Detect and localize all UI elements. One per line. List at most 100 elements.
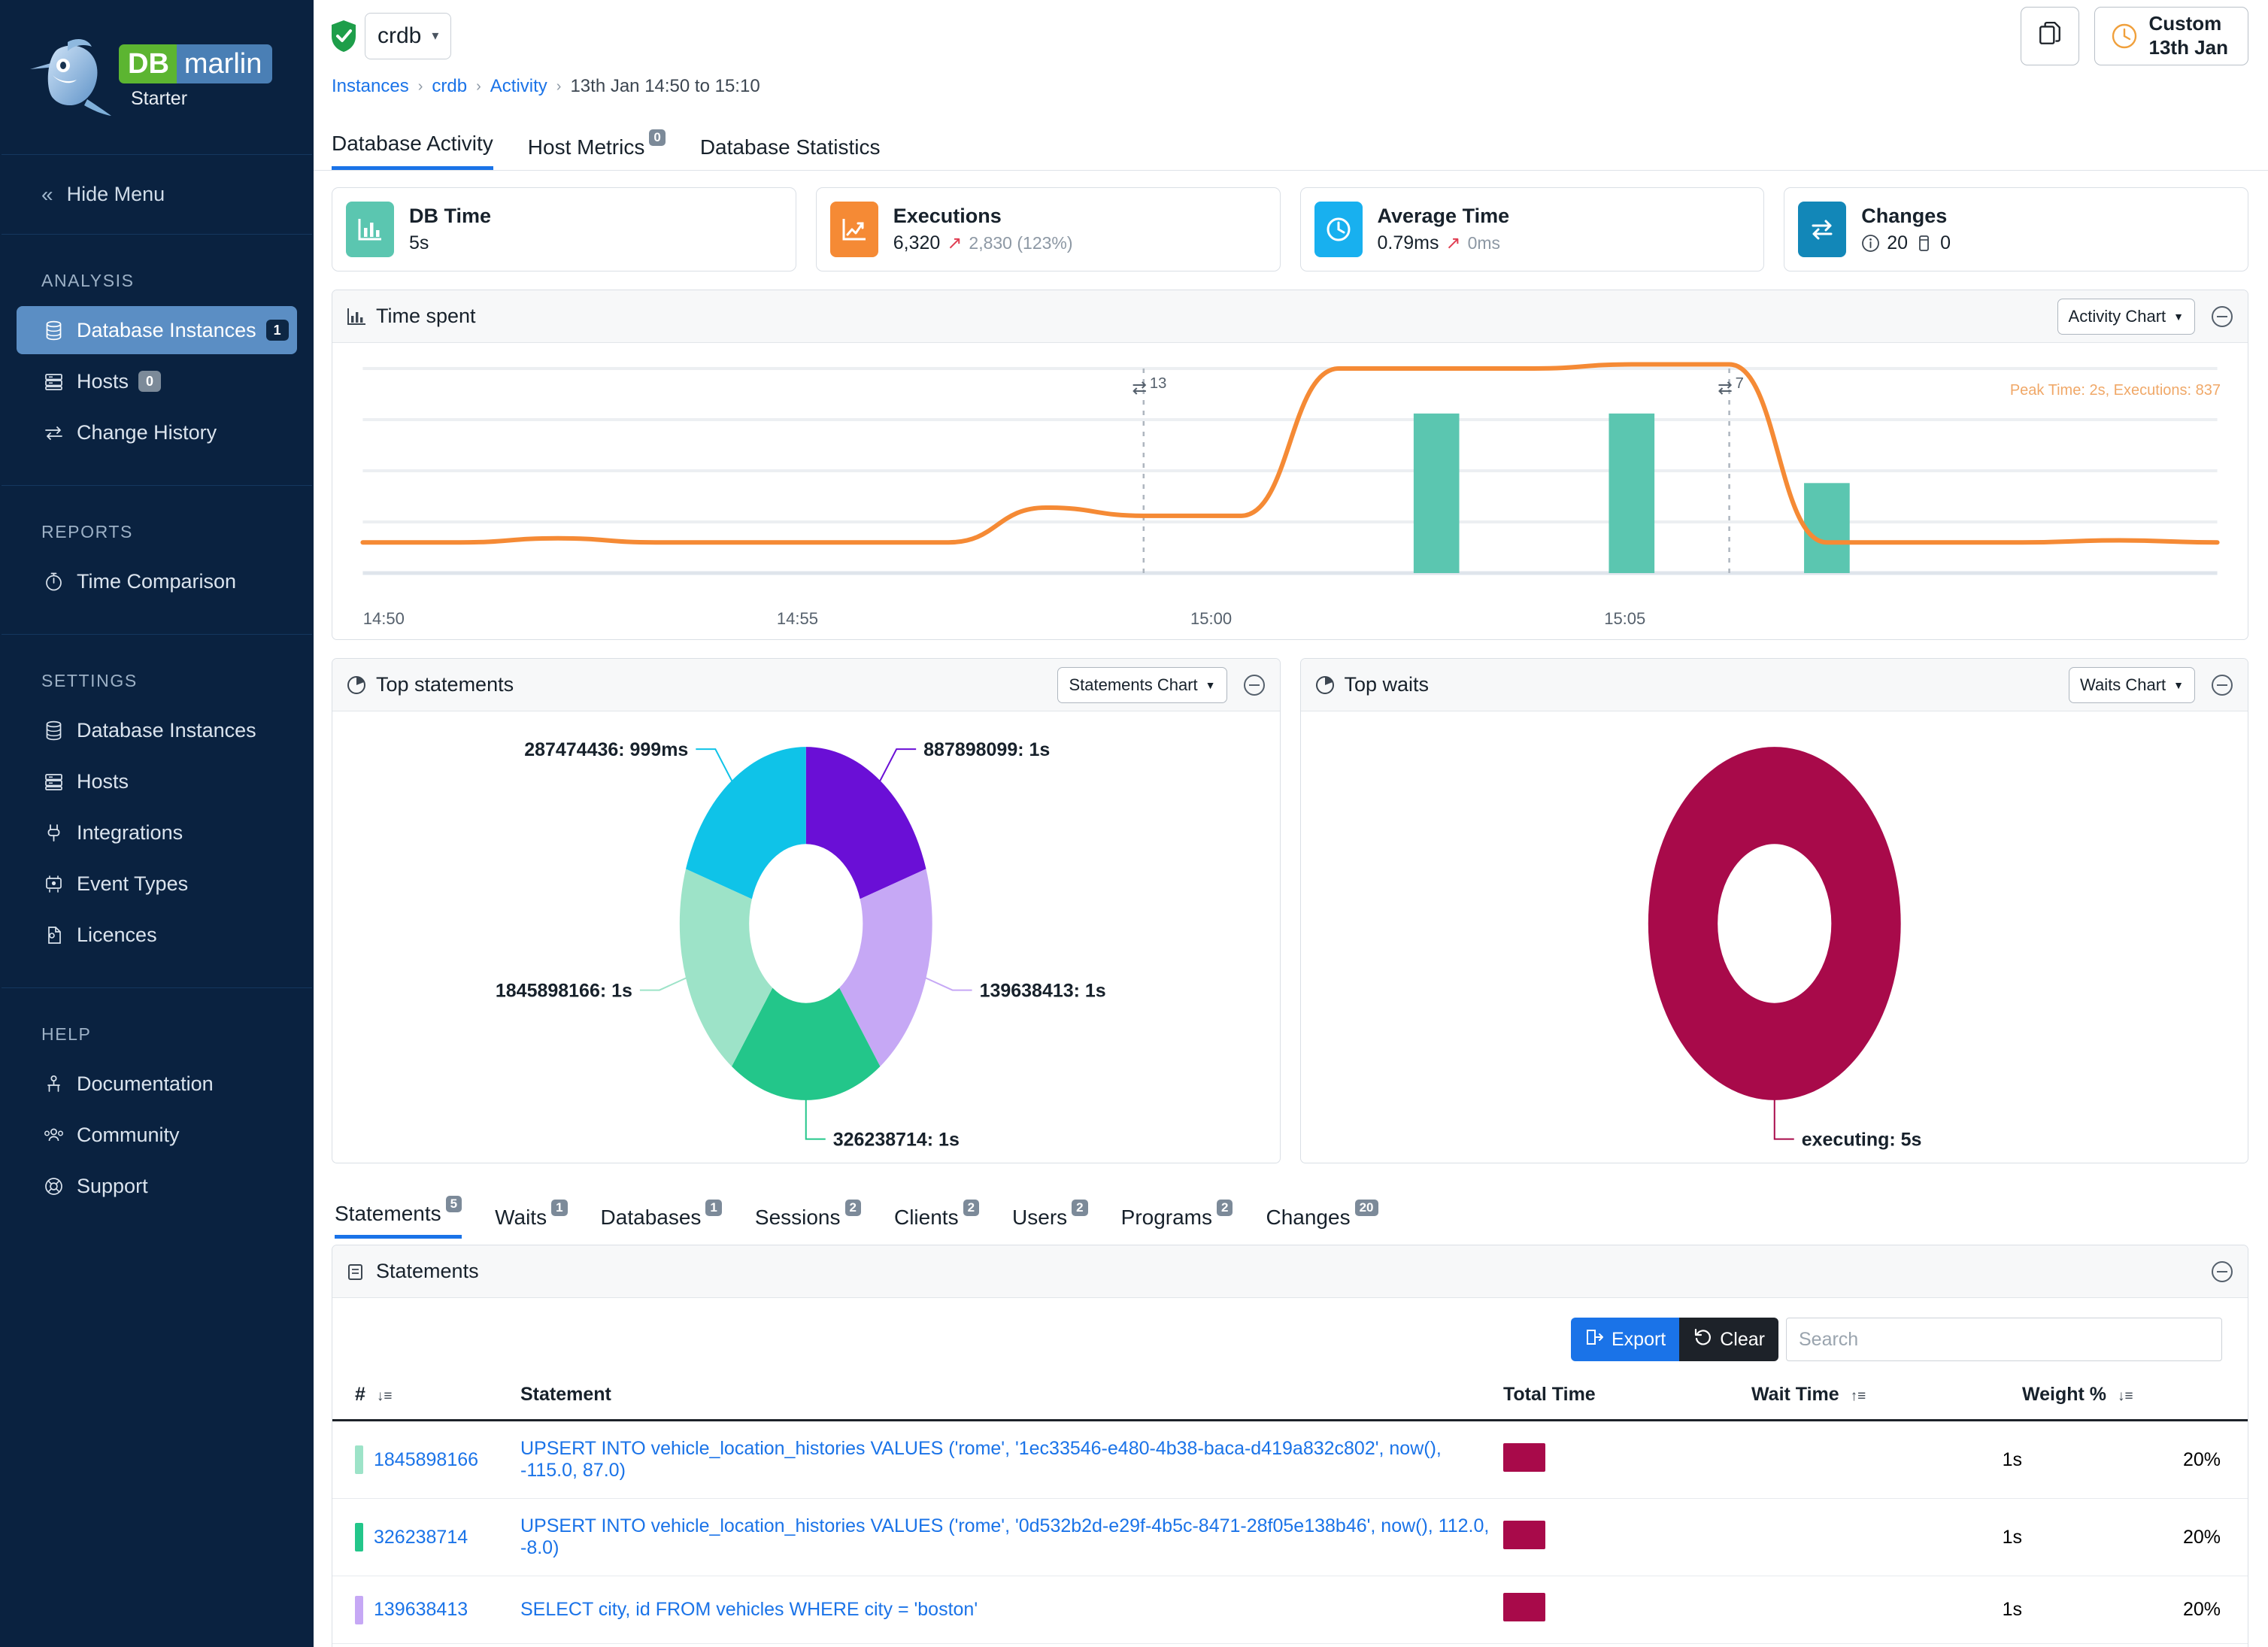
column-header-wait-time[interactable]: Wait Time ↑≡ xyxy=(1751,1375,2022,1421)
subtab-clients[interactable]: Clients 2 xyxy=(894,1200,980,1239)
statement-link[interactable]: UPSERT INTO vehicle_location_histories V… xyxy=(520,1515,1490,1558)
waits-chart-selector[interactable]: Waits Chart ▼ xyxy=(2069,666,2195,703)
activity-chart-selector[interactable]: Activity Chart ▼ xyxy=(2057,298,2195,335)
sidebar-item-support[interactable]: Support xyxy=(17,1162,297,1210)
cell-total-time xyxy=(1503,1643,1751,1647)
clear-button[interactable]: Clear xyxy=(1679,1318,1778,1361)
kpi-card-executions[interactable]: Executions 6,320 ↗ 2,830 (123%) xyxy=(815,187,1281,271)
column-header-number[interactable]: # ↓≡ xyxy=(332,1375,520,1421)
statement-link[interactable]: UPSERT INTO vehicle_location_histories V… xyxy=(520,1438,1442,1481)
tab-host-metrics[interactable]: Host Metrics 0 xyxy=(528,129,666,170)
subtab-databases[interactable]: Databases 1 xyxy=(601,1200,722,1239)
subtab-waits[interactable]: Waits 1 xyxy=(495,1200,568,1239)
subtab-label: Statements xyxy=(335,1202,441,1225)
cell-weight: 20% xyxy=(2022,1643,2248,1647)
collapse-icon[interactable] xyxy=(2209,672,2236,699)
instance-selector[interactable]: crdb ▾ xyxy=(365,12,452,59)
statements-chart-selector[interactable]: Statements Chart ▼ xyxy=(1057,666,1227,703)
sidebar-item-documentation[interactable]: Documentation xyxy=(17,1060,297,1108)
color-swatch xyxy=(355,1595,363,1624)
stopwatch-icon xyxy=(44,572,77,592)
sidebar-item-event-types[interactable]: Event Types xyxy=(17,860,297,908)
kpi-card-changes[interactable]: Changes 20 0 xyxy=(1784,187,2248,271)
tab-label: Database Statistics xyxy=(699,135,881,159)
statements-chart-selector-label: Statements Chart xyxy=(1069,675,1198,694)
column-header-weight[interactable]: Weight % ↓≡ xyxy=(2022,1375,2248,1421)
exchange-icon xyxy=(44,423,77,443)
column-header-total-time[interactable]: Total Time xyxy=(1503,1375,1751,1421)
clock-icon xyxy=(2110,22,2139,50)
kpi-card-db-time[interactable]: DB Time 5s xyxy=(332,187,796,271)
sidebar-item-label: Community xyxy=(77,1123,180,1146)
licence-icon xyxy=(44,925,77,945)
cell-statement: UPSERT INTO vehicle_location_histories V… xyxy=(520,1420,1503,1499)
copy-button[interactable] xyxy=(2020,6,2079,65)
collapse-icon[interactable] xyxy=(1241,672,1268,699)
breadcrumb-item[interactable]: Instances xyxy=(332,76,409,96)
activity-x-tick: 15:00 xyxy=(1190,609,1233,628)
statement-id-link[interactable]: 139638413 xyxy=(374,1599,468,1620)
search-input[interactable] xyxy=(1786,1318,2222,1361)
cell-weight: 20% xyxy=(2022,1576,2248,1644)
sidebar-item-hosts[interactable]: Hosts xyxy=(17,757,297,805)
export-icon xyxy=(1584,1327,1604,1352)
subtab-badge: 2 xyxy=(1217,1200,1233,1216)
statement-link[interactable]: SELECT city, id FROM vehicles WHERE city… xyxy=(520,1599,978,1620)
sidebar-section-title: REPORTS xyxy=(41,522,133,541)
kpi-card-average-time[interactable]: Average Time 0.79ms ↗ 0ms xyxy=(1299,187,1765,271)
subtab-programs[interactable]: Programs 2 xyxy=(1121,1200,1233,1239)
exchange-icon xyxy=(1798,202,1847,257)
cell-wait-time: 1s xyxy=(1751,1576,2022,1644)
time-range-button[interactable]: Custom 13th Jan xyxy=(2094,6,2248,65)
tab-label: Database Activity xyxy=(332,132,493,155)
kpi-value: 0.79ms xyxy=(1377,232,1439,253)
table-row[interactable]: 139638413 SELECT city, id FROM vehicles W… xyxy=(332,1576,2248,1644)
sidebar-item-community[interactable]: Community xyxy=(17,1111,297,1159)
statement-id-link[interactable]: 326238714 xyxy=(374,1526,468,1548)
waits-donut[interactable]: executing: 5s xyxy=(1301,711,2248,1163)
cell-id: 139638413 xyxy=(332,1576,520,1644)
cell-id: 326238714 xyxy=(332,1498,520,1576)
kpi-delta: 2,830 (123%) xyxy=(969,233,1073,253)
table-row[interactable]: 887898099CREATE STATISTICS __auto__ FROM… xyxy=(332,1643,2248,1647)
statements-donut[interactable]: 887898099: 1s 139638413: 1s 326238714: 1s 1… xyxy=(332,711,1280,1163)
sidebar-nav: ANALYSIS Database Instances 1 Hosts 0 Change … xyxy=(0,235,314,1210)
sidebar-item-time-comparison[interactable]: Time Comparison xyxy=(17,557,297,605)
cell-id: 1845898166 xyxy=(332,1420,520,1499)
activity-x-axis: 14:50 14:55 15:00 15:05 xyxy=(332,605,2248,639)
export-button[interactable]: Export xyxy=(1570,1318,1680,1361)
logo-marlin-text: marlin xyxy=(176,44,273,83)
tab-database-statistics[interactable]: Database Statistics xyxy=(700,135,881,170)
kpi-value-2: 0 xyxy=(1940,232,1951,253)
sidebar-item-change-history[interactable]: Change History xyxy=(17,408,297,456)
sidebar-item-label: Change History xyxy=(77,420,217,444)
activity-chart[interactable]: Peak Time: 2s, Executions: 837 13 7 xyxy=(332,343,2248,605)
breadcrumb-item[interactable]: crdb xyxy=(432,76,468,96)
sidebar-item-licences[interactable]: Licences xyxy=(17,911,297,959)
table-row[interactable]: 1845898166 UPSERT INTO vehicle_location_h… xyxy=(332,1420,2248,1499)
breadcrumb-item[interactable]: Activity xyxy=(490,76,547,96)
copy-icon xyxy=(2037,21,2063,50)
subtab-sessions[interactable]: Sessions 2 xyxy=(755,1200,861,1239)
sidebar-item-integrations[interactable]: Integrations xyxy=(17,808,297,857)
kpi-cards: DB Time 5s Executions 6,320 ↗ 2,830 (123… xyxy=(332,187,2248,271)
plug-icon xyxy=(44,823,77,843)
subtab-statements[interactable]: Statements 5 xyxy=(335,1196,462,1239)
sidebar-item-database-instances[interactable]: Database Instances 1 xyxy=(17,306,297,354)
collapse-icon[interactable] xyxy=(2209,1258,2236,1285)
table-row[interactable]: 326238714 UPSERT INTO vehicle_location_hi… xyxy=(332,1498,2248,1576)
color-swatch xyxy=(355,1523,363,1551)
tab-database-activity[interactable]: Database Activity xyxy=(332,132,493,170)
sidebar-section-title: HELP xyxy=(41,1024,92,1044)
statement-id-link[interactable]: 1845898166 xyxy=(374,1448,479,1470)
subtab-changes[interactable]: Changes 20 xyxy=(1266,1200,1378,1239)
sidebar-item-database-instances[interactable]: Database Instances xyxy=(17,706,297,754)
table-toolbar: Export Clear xyxy=(332,1298,2248,1375)
subtab-users[interactable]: Users 2 xyxy=(1012,1200,1088,1239)
column-header-statement[interactable]: Statement xyxy=(520,1375,1503,1421)
collapse-icon[interactable] xyxy=(2209,303,2236,330)
column-label: Total Time xyxy=(1503,1384,1596,1405)
hide-menu-button[interactable]: « Hide Menu xyxy=(0,155,314,234)
top-bar: crdb ▾ Custom 13th Jan xyxy=(314,0,2268,71)
sidebar-item-hosts[interactable]: Hosts 0 xyxy=(17,357,297,405)
